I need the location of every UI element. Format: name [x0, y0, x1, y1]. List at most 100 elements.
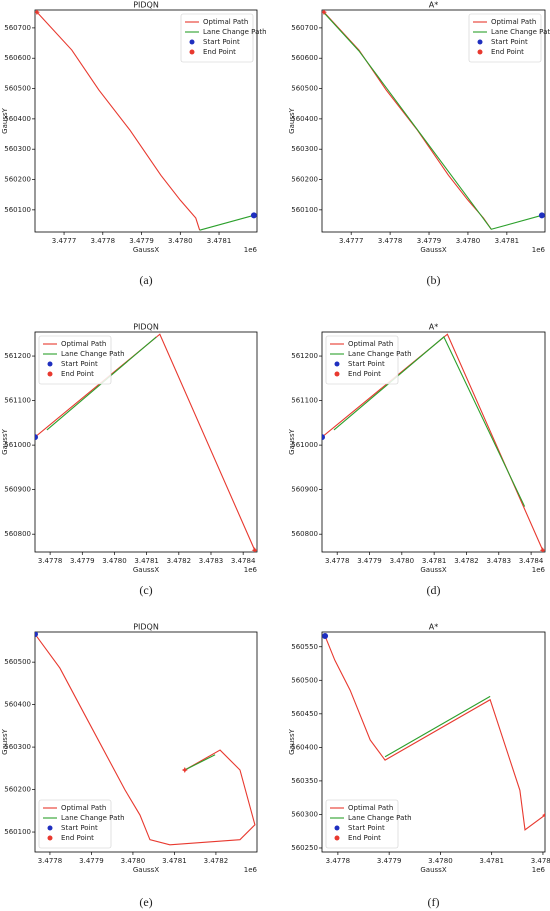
y-tick-label: 560350 — [291, 777, 318, 785]
y-tick-label: 561100 — [291, 397, 318, 405]
y-tick-label: 560200 — [4, 176, 31, 184]
legend-label: Lane Change Path — [61, 814, 125, 822]
x-tick-label: 3.4782 — [204, 857, 229, 865]
x-offset-label: 1e6 — [244, 866, 258, 874]
x-tick-label: 3.4780 — [428, 857, 453, 865]
point-marker — [35, 10, 40, 16]
legend-swatch — [334, 371, 340, 377]
point-marker — [35, 632, 38, 638]
y-axis-label: GaussY — [288, 728, 296, 754]
path-line — [184, 754, 216, 771]
y-tick-label: 560300 — [4, 743, 31, 751]
x-tick-label: 3.4781 — [207, 237, 232, 245]
legend-box — [38, 799, 112, 849]
legend-swatch — [189, 39, 195, 45]
caption: (c) — [139, 583, 152, 597]
x-tick-label: 3.4783 — [487, 557, 512, 565]
legend-swatch — [47, 361, 53, 367]
y-tick-label: 560300 — [4, 145, 31, 153]
y-tick-label: 560400 — [4, 115, 31, 123]
legend-swatch — [334, 835, 340, 841]
legend-label: Lane Change Path — [203, 28, 267, 36]
panel-title: A* — [429, 1, 438, 10]
legend-label: Start Point — [203, 38, 240, 46]
legend-swatch — [477, 39, 483, 45]
x-tick-label: 3.4782 — [531, 857, 550, 865]
x-tick-label: 3.4780 — [102, 557, 127, 565]
legend-swatch — [47, 825, 53, 831]
x-offset-label: 1e6 — [244, 246, 258, 254]
legend-box — [180, 13, 254, 63]
x-tick-label: 3.4777 — [339, 237, 364, 245]
x-tick-label: 3.4780 — [168, 237, 193, 245]
x-tick-label: 3.4781 — [479, 857, 504, 865]
legend-label: End Point — [348, 370, 381, 378]
x-tick-label: 3.4780 — [390, 557, 415, 565]
legend-label: End Point — [61, 834, 94, 842]
legend-label: End Point — [203, 48, 236, 56]
y-tick-label: 560550 — [291, 643, 318, 651]
x-offset-label: 1e6 — [532, 866, 546, 874]
y-tick-label: 561200 — [291, 352, 318, 360]
plot-data — [35, 632, 256, 846]
x-tick-label: 3.4779 — [129, 237, 154, 245]
x-tick-label: 3.4781 — [422, 557, 447, 565]
legend-label: Start Point — [491, 38, 528, 46]
x-axis-label: GaussX — [133, 246, 159, 254]
point-marker — [542, 812, 545, 819]
x-tick-label: 3.4778 — [38, 557, 63, 565]
x-tick-label: 3.4781 — [162, 857, 187, 865]
x-tick-label: 3.4778 — [378, 237, 403, 245]
y-tick-label: 560400 — [291, 743, 318, 751]
panel-title: A* — [429, 323, 438, 332]
x-tick-label: 3.4782 — [167, 557, 192, 565]
x-offset-label: 1e6 — [532, 246, 546, 254]
point-marker — [539, 547, 545, 552]
point-marker — [181, 767, 188, 774]
path-line — [333, 336, 526, 507]
y-tick-label: 560600 — [4, 54, 31, 62]
path-line — [35, 633, 256, 846]
point-marker — [251, 547, 257, 552]
legend-label: Start Point — [61, 824, 98, 832]
y-axis-label: GaussY — [1, 107, 9, 133]
legend-swatch — [334, 825, 340, 831]
legend-swatch — [477, 49, 483, 55]
panel-title: PIDQN — [133, 623, 159, 632]
legend-label: Lane Change Path — [61, 350, 125, 358]
y-tick-label: 560500 — [291, 676, 318, 684]
panel-title: PIDQN — [133, 323, 159, 332]
x-tick-label: 3.4779 — [79, 857, 104, 865]
panel-title: PIDQN — [133, 1, 159, 10]
plot-data — [35, 10, 257, 231]
plot-data — [322, 10, 545, 230]
x-tick-label: 3.4777 — [52, 237, 77, 245]
legend-label: Lane Change Path — [491, 28, 550, 36]
legend-label: Optimal Path — [491, 18, 536, 26]
y-axis-label: GaussY — [288, 428, 296, 454]
x-tick-label: 3.4779 — [377, 857, 402, 865]
path-line — [324, 635, 545, 831]
x-tick-label: 3.4778 — [325, 557, 350, 565]
y-tick-label: 560100 — [4, 828, 31, 836]
caption: (d) — [427, 583, 441, 597]
legend-box — [38, 335, 112, 385]
path-line — [36, 11, 201, 231]
x-tick-label: 3.4778 — [91, 237, 116, 245]
legend-label: End Point — [61, 370, 94, 378]
legend-label: Optimal Path — [348, 804, 393, 812]
x-tick-label: 3.4781 — [495, 237, 520, 245]
x-axis-label: GaussX — [420, 866, 446, 874]
y-tick-label: 560800 — [4, 530, 31, 538]
point-marker — [538, 212, 545, 219]
x-tick-label: 3.4779 — [417, 237, 442, 245]
y-tick-label: 560600 — [291, 54, 318, 62]
x-axis-label: GaussX — [133, 866, 159, 874]
legend-swatch — [189, 49, 195, 55]
legend-label: Start Point — [348, 824, 385, 832]
y-tick-label: 560200 — [4, 786, 31, 794]
x-axis-label: GaussX — [420, 246, 446, 254]
y-tick-label: 560500 — [291, 85, 318, 93]
point-marker — [250, 212, 257, 219]
path-line — [35, 333, 256, 551]
